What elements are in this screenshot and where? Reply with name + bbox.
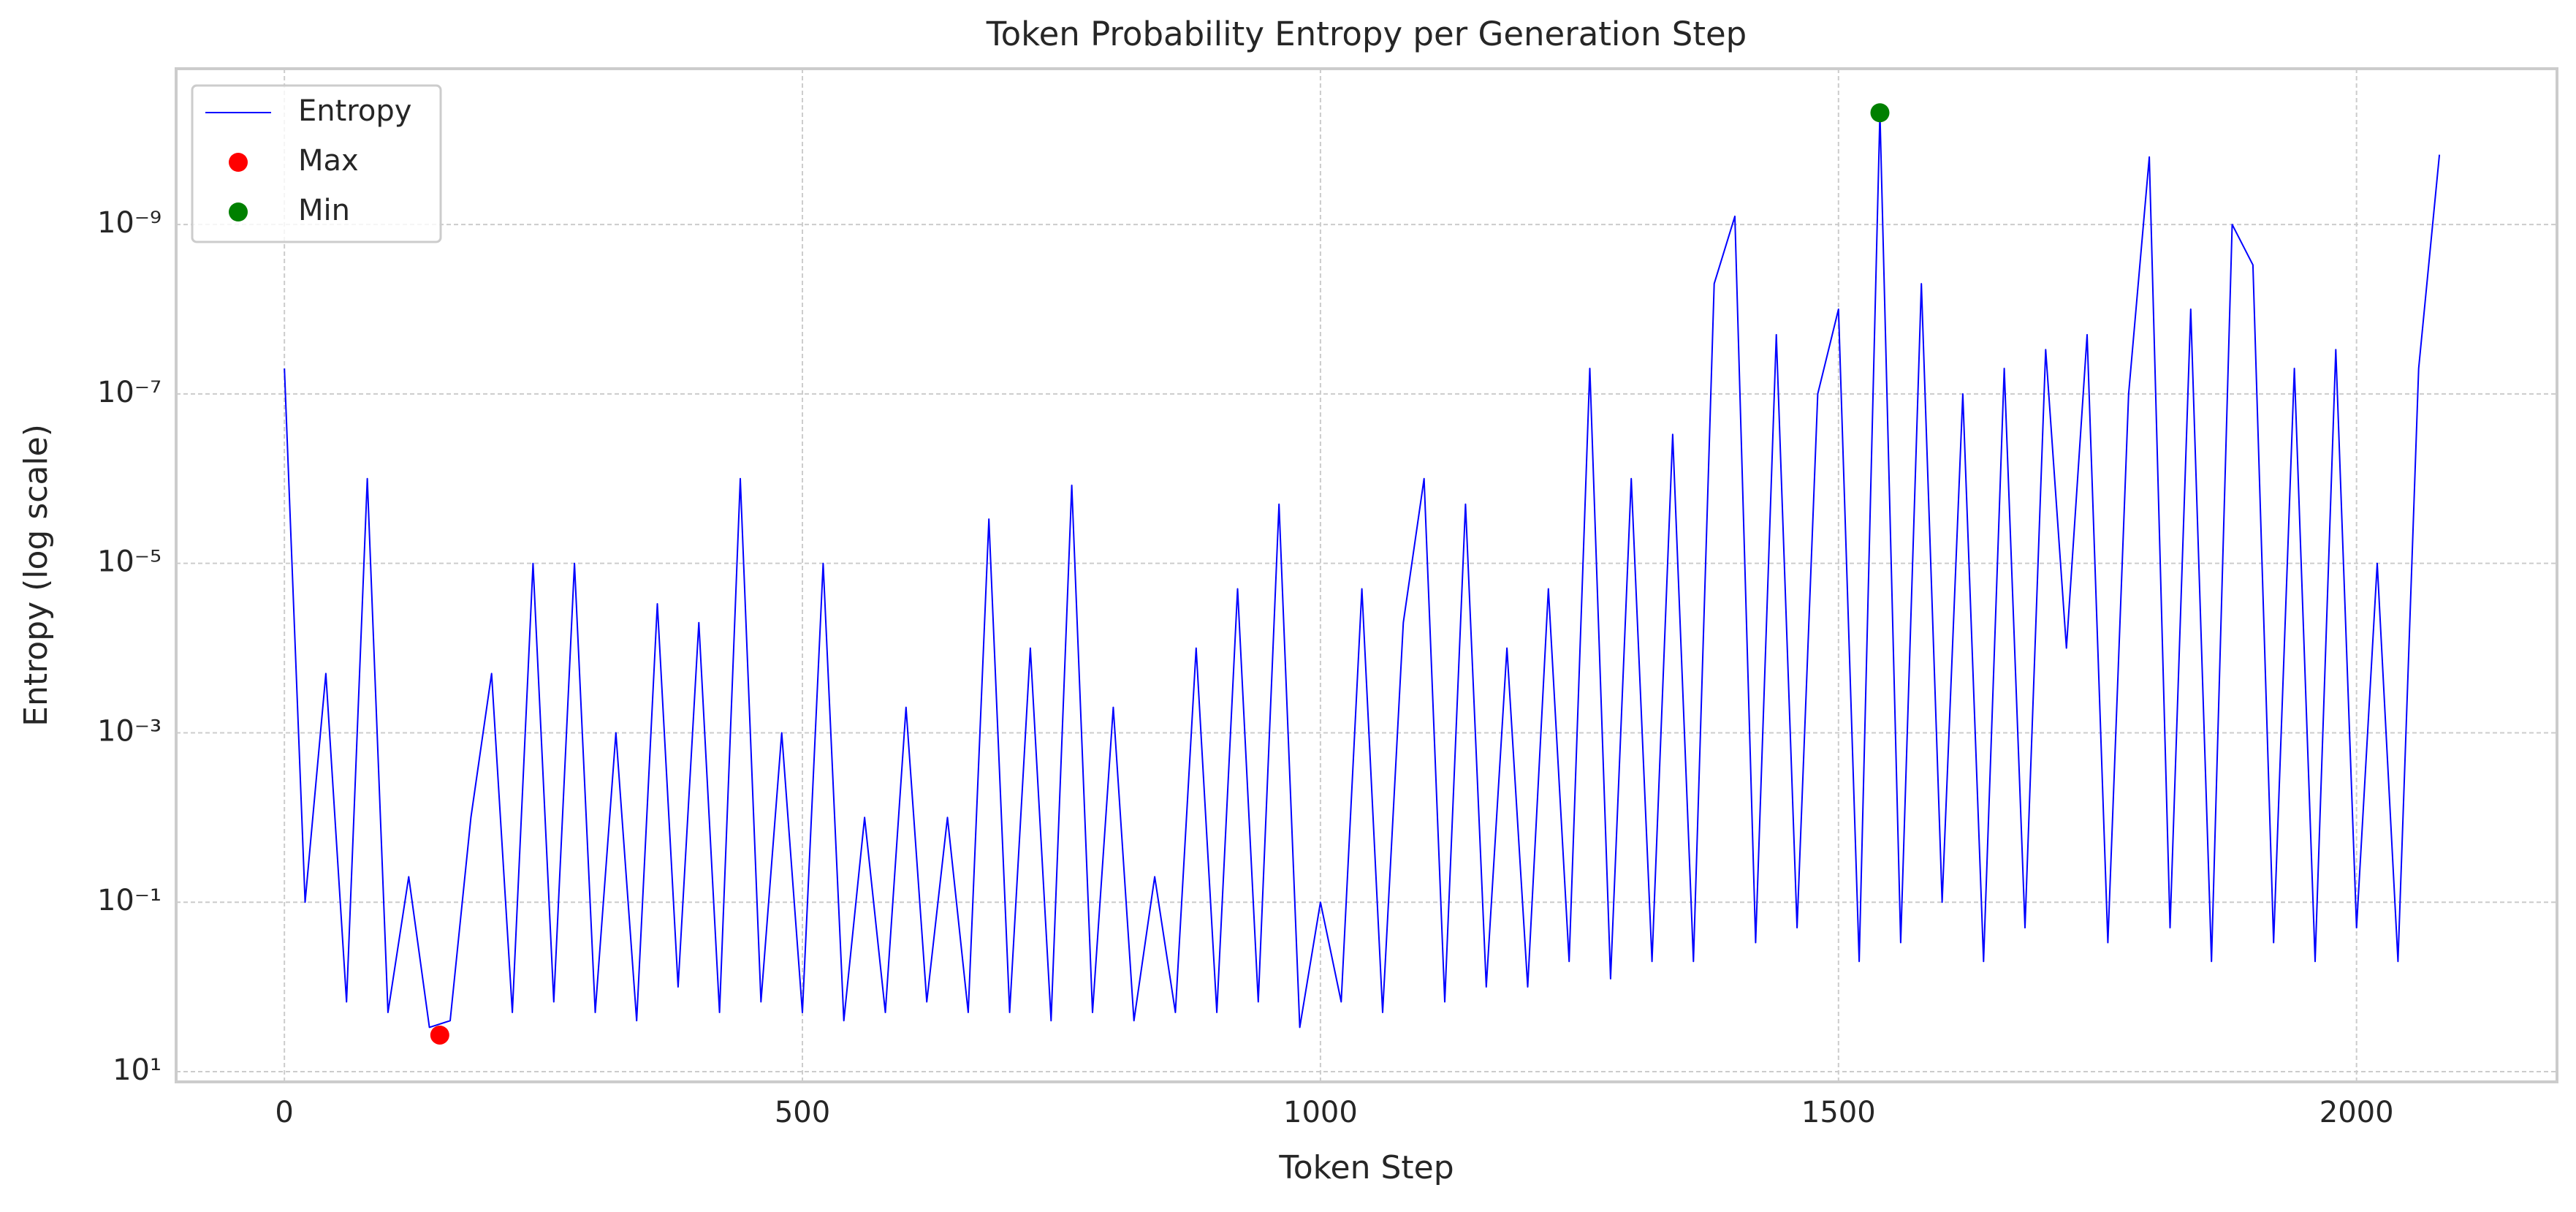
legend-label: Min: [298, 194, 350, 227]
legend-label: Entropy: [298, 94, 411, 128]
entropy-line: [284, 112, 2441, 1029]
x-tick-label: 500: [775, 1096, 830, 1129]
x-tick-label: 2000: [2319, 1096, 2394, 1129]
y-axis-label: Entropy (log scale): [18, 424, 55, 727]
x-tick-label: 1000: [1283, 1096, 1358, 1129]
legend-marker: [229, 153, 248, 172]
legend-box: [191, 84, 442, 243]
y-tick-label: 10⁻³: [97, 714, 162, 748]
x-axis-label: Token Step: [1278, 1149, 1454, 1186]
x-tick-label: 0: [275, 1096, 293, 1129]
plot-frame: [175, 67, 2558, 1083]
y-tick-label: 10⁻⁹: [97, 206, 162, 240]
chart-title: Token Probability Entropy per Generation…: [986, 15, 1747, 53]
legend-marker: [229, 202, 248, 221]
y-tick-label: 10¹: [113, 1053, 162, 1087]
marker-point: [430, 1025, 449, 1045]
y-tick-label: 10⁻¹: [97, 884, 162, 917]
y-tick-label: 10⁻⁷: [97, 376, 162, 409]
marker-point: [1870, 103, 1890, 123]
legend-label: Max: [298, 144, 359, 178]
y-tick-label: 10⁻⁵: [97, 545, 162, 579]
x-tick-label: 1500: [1801, 1096, 1876, 1129]
